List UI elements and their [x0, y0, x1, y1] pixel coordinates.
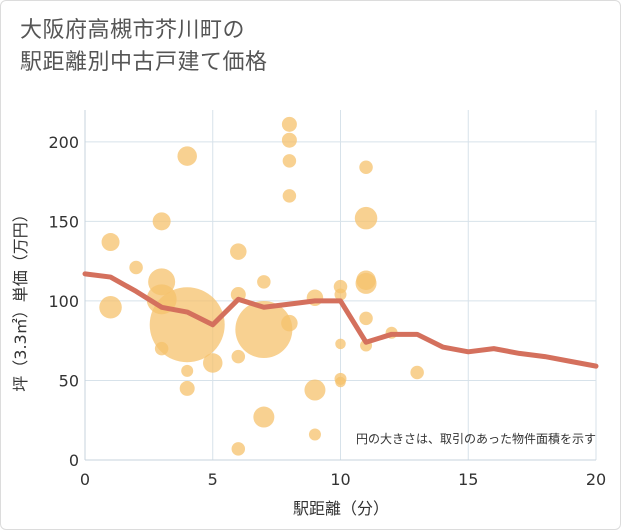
x-tick-label: 0 [80, 470, 90, 489]
data-bubble [230, 243, 247, 260]
data-bubble [253, 406, 275, 428]
average-price-line [82, 271, 599, 369]
data-bubble [335, 338, 346, 350]
data-bubble [359, 160, 373, 175]
data-bubble [152, 212, 171, 231]
data-bubble [101, 233, 120, 252]
data-bubble [359, 311, 373, 326]
data-bubble [355, 272, 377, 294]
size-note: 円の大きさは、取引のあった物件面積を示す [356, 431, 596, 446]
x-tick-label: 15 [458, 470, 478, 489]
data-bubble [235, 301, 293, 359]
data-bubble [410, 365, 424, 380]
y-tick-label: 200 [48, 133, 79, 152]
y-tick-label: 50 [59, 371, 79, 390]
data-bubble [281, 132, 297, 148]
y-tick-label: 100 [48, 292, 79, 311]
data-bubble [282, 154, 297, 168]
data-bubble [129, 260, 143, 275]
data-bubble [203, 353, 223, 373]
data-bubble [282, 189, 297, 203]
data-bubble [99, 296, 122, 319]
data-bubble [335, 376, 346, 388]
data-bubble [281, 116, 297, 132]
chart-title-line2: 駅距離別中古戸建て価格 [20, 50, 268, 75]
y-tick-label: 150 [48, 212, 79, 231]
data-bubble [308, 428, 321, 441]
x-tick-label: 10 [330, 470, 350, 489]
chart-title: 大阪府高槻市芥川町の 駅距離別中古戸建て価格 [20, 15, 268, 79]
data-bubble [304, 379, 326, 401]
data-bubble [354, 206, 378, 230]
x-axis-label: 駅距離（分） [293, 499, 389, 518]
y-tick-label: 0 [69, 451, 79, 470]
average-line-layer [82, 271, 599, 369]
data-bubble [177, 146, 197, 166]
bubble-layer [99, 116, 424, 456]
y-axis-label: 坪（3.3㎡）単価（万円） [11, 206, 30, 391]
data-bubble [231, 442, 246, 456]
data-bubble [179, 380, 195, 396]
data-bubble [334, 288, 347, 301]
x-tick-label: 5 [208, 470, 218, 489]
tick-labels: 0 50 100 150 200 0 5 10 15 20 [48, 133, 606, 489]
data-bubble [281, 314, 298, 332]
data-bubble [257, 275, 271, 289]
chart-title-line1: 大阪府高槻市芥川町の [20, 18, 246, 43]
x-tick-label: 20 [586, 470, 606, 489]
data-bubble [181, 364, 194, 377]
data-bubble [231, 349, 246, 364]
